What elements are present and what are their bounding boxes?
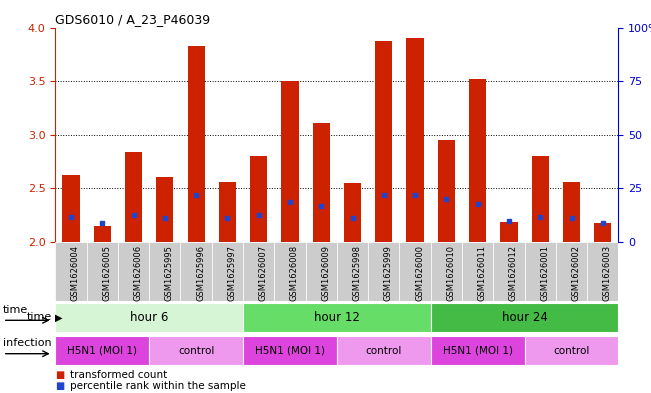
Text: GSM1626011: GSM1626011 xyxy=(478,244,487,301)
FancyBboxPatch shape xyxy=(212,242,243,301)
Text: H5N1 (MOI 1): H5N1 (MOI 1) xyxy=(67,346,137,356)
Bar xyxy=(94,226,111,242)
FancyBboxPatch shape xyxy=(55,242,87,301)
Text: time: time xyxy=(27,312,52,322)
Text: GSM1626006: GSM1626006 xyxy=(133,244,143,301)
FancyBboxPatch shape xyxy=(149,242,180,301)
Bar xyxy=(594,224,611,242)
Text: GDS6010 / A_23_P46039: GDS6010 / A_23_P46039 xyxy=(55,13,210,26)
Text: H5N1 (MOI 1): H5N1 (MOI 1) xyxy=(443,346,513,356)
Bar xyxy=(375,41,393,242)
FancyBboxPatch shape xyxy=(243,336,337,365)
Text: GSM1626000: GSM1626000 xyxy=(415,244,424,301)
FancyBboxPatch shape xyxy=(55,336,149,365)
Bar xyxy=(156,177,173,242)
Bar xyxy=(501,222,518,242)
Text: hour 24: hour 24 xyxy=(502,311,547,324)
FancyBboxPatch shape xyxy=(431,242,462,301)
FancyBboxPatch shape xyxy=(400,242,431,301)
FancyBboxPatch shape xyxy=(337,336,431,365)
FancyBboxPatch shape xyxy=(274,242,305,301)
Bar xyxy=(344,183,361,242)
Text: GSM1626009: GSM1626009 xyxy=(321,244,330,301)
Text: GSM1625996: GSM1625996 xyxy=(196,244,205,301)
Bar xyxy=(406,38,424,242)
Text: control: control xyxy=(366,346,402,356)
Bar xyxy=(250,156,268,242)
Bar xyxy=(219,182,236,242)
FancyBboxPatch shape xyxy=(493,242,525,301)
Text: percentile rank within the sample: percentile rank within the sample xyxy=(70,380,245,391)
Bar xyxy=(281,81,299,242)
Text: GSM1626002: GSM1626002 xyxy=(572,244,581,301)
Text: ■: ■ xyxy=(55,380,64,391)
FancyBboxPatch shape xyxy=(243,242,274,301)
FancyBboxPatch shape xyxy=(149,336,243,365)
FancyBboxPatch shape xyxy=(525,336,618,365)
Text: control: control xyxy=(553,346,590,356)
Bar xyxy=(125,152,142,242)
FancyBboxPatch shape xyxy=(305,242,337,301)
Text: GSM1626004: GSM1626004 xyxy=(71,244,80,301)
FancyBboxPatch shape xyxy=(431,303,618,332)
FancyBboxPatch shape xyxy=(118,242,149,301)
Text: H5N1 (MOI 1): H5N1 (MOI 1) xyxy=(255,346,325,356)
Text: GSM1626003: GSM1626003 xyxy=(603,244,612,301)
Text: GSM1625995: GSM1625995 xyxy=(165,244,174,301)
Bar xyxy=(312,123,330,242)
Bar xyxy=(563,182,580,242)
Text: ■: ■ xyxy=(55,369,64,380)
Bar xyxy=(187,46,204,242)
FancyBboxPatch shape xyxy=(525,242,556,301)
FancyBboxPatch shape xyxy=(587,242,618,301)
Text: control: control xyxy=(178,346,214,356)
Text: time: time xyxy=(3,305,28,315)
Bar xyxy=(437,140,455,242)
Bar xyxy=(532,156,549,242)
FancyBboxPatch shape xyxy=(462,242,493,301)
FancyBboxPatch shape xyxy=(87,242,118,301)
Text: GSM1625999: GSM1625999 xyxy=(384,244,393,301)
Text: GSM1626008: GSM1626008 xyxy=(290,244,299,301)
Bar xyxy=(62,175,79,242)
Text: GSM1625997: GSM1625997 xyxy=(227,244,236,301)
FancyBboxPatch shape xyxy=(55,303,243,332)
Text: GSM1626007: GSM1626007 xyxy=(258,244,268,301)
FancyBboxPatch shape xyxy=(556,242,587,301)
FancyBboxPatch shape xyxy=(243,303,431,332)
Text: GSM1626005: GSM1626005 xyxy=(102,244,111,301)
FancyBboxPatch shape xyxy=(180,242,212,301)
Text: GSM1626010: GSM1626010 xyxy=(447,244,456,301)
FancyBboxPatch shape xyxy=(368,242,400,301)
Text: GSM1626001: GSM1626001 xyxy=(540,244,549,301)
Text: hour 6: hour 6 xyxy=(130,311,169,324)
Text: infection: infection xyxy=(3,338,51,348)
Text: GSM1626012: GSM1626012 xyxy=(509,244,518,301)
Text: hour 12: hour 12 xyxy=(314,311,360,324)
Text: ▶: ▶ xyxy=(55,312,63,322)
Bar xyxy=(469,79,486,242)
Text: GSM1625998: GSM1625998 xyxy=(353,244,361,301)
FancyBboxPatch shape xyxy=(431,336,525,365)
FancyBboxPatch shape xyxy=(337,242,368,301)
Text: transformed count: transformed count xyxy=(70,369,167,380)
